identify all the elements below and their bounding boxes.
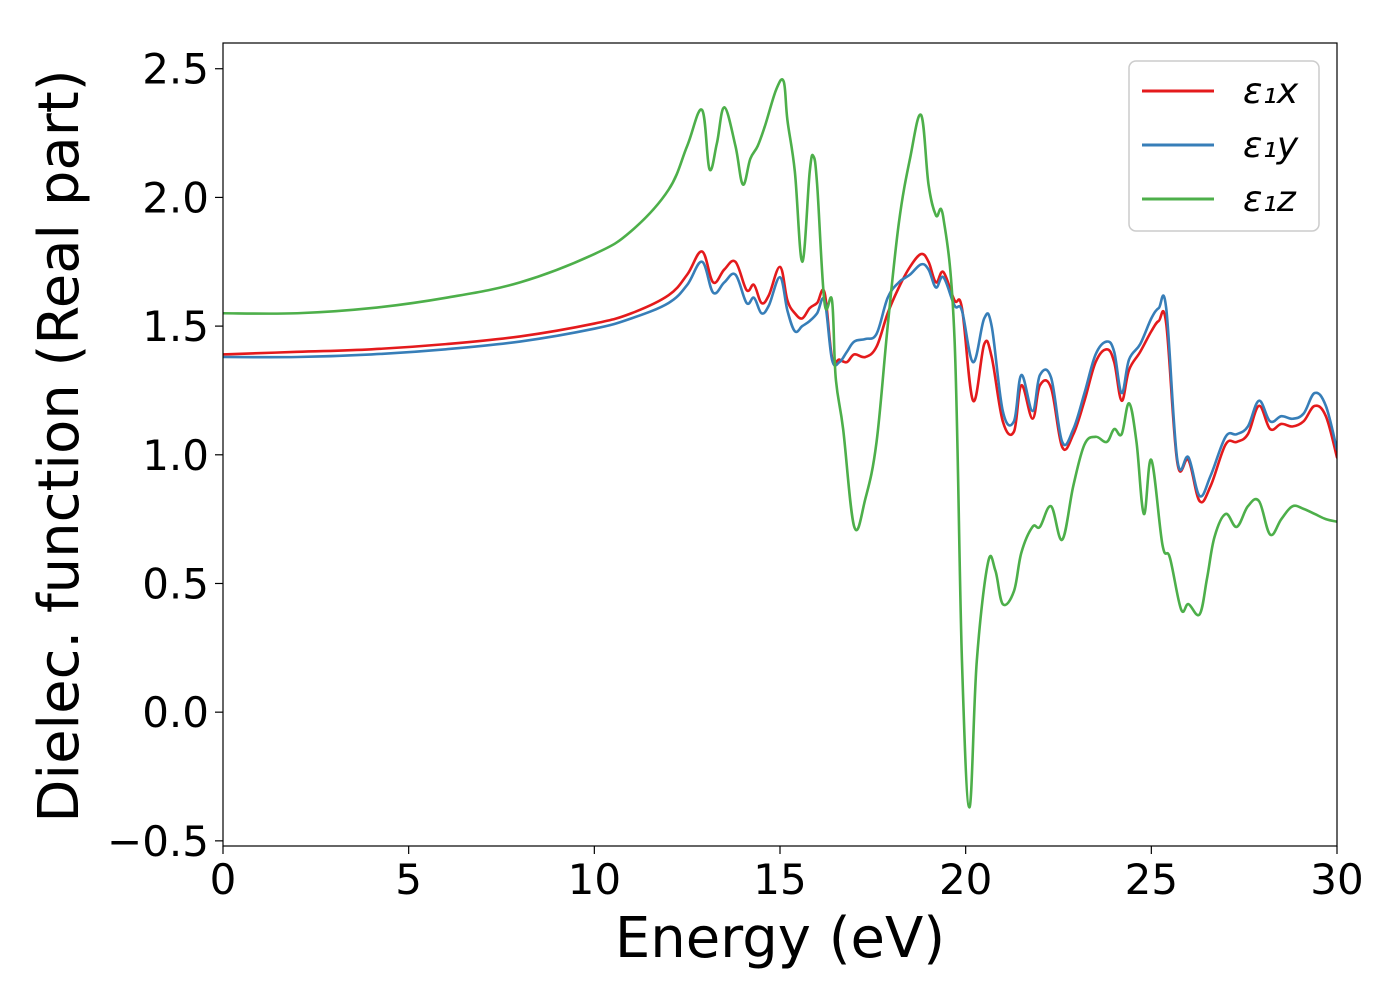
legend-box (1128, 60, 1320, 232)
series-line-eps1z (223, 78, 1337, 809)
y-tick-label: 2.0 (142, 173, 209, 222)
y-tick-label: 2.5 (142, 45, 209, 94)
y-axis-label: Dielec. function (Real part) (27, 69, 92, 822)
y-tick-label: 1.0 (142, 431, 209, 480)
legend: ε₁x ε₁y ε₁z (1128, 60, 1320, 232)
series-layer (223, 78, 1337, 809)
x-axis: 0 5 10 15 20 25 30 (210, 846, 1364, 904)
legend-label-x: ε₁x (1243, 71, 1299, 112)
y-tick-label: 1.5 (142, 302, 209, 351)
legend-label-y: ε₁y (1243, 125, 1299, 166)
series-line-eps1y (223, 260, 1337, 498)
x-tick-label: 30 (1310, 855, 1363, 904)
y-tick-label: −0.5 (107, 817, 209, 866)
x-axis-label: Energy (eV) (615, 906, 945, 971)
x-tick-label: 20 (939, 855, 992, 904)
x-tick-label: 25 (1125, 855, 1178, 904)
y-tick-label: 0.0 (142, 688, 209, 737)
x-tick-label: 10 (568, 855, 621, 904)
y-tick-label: 0.5 (142, 559, 209, 608)
y-axis: −0.5 0.0 0.5 1.0 1.5 2.0 2.5 (107, 45, 223, 866)
legend-label-z: ε₁z (1243, 179, 1297, 220)
x-tick-label: 5 (395, 855, 422, 904)
x-tick-label: 0 (210, 855, 237, 904)
x-tick-label: 15 (753, 855, 806, 904)
